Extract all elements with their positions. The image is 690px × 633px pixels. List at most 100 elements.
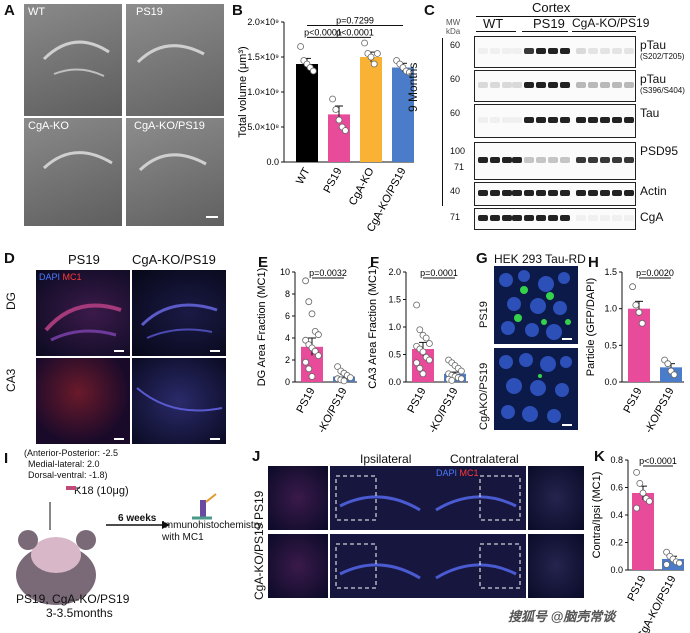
data-point <box>670 371 678 379</box>
y-tick-label: 2.0 <box>388 267 401 277</box>
blot-mw-marker: 40 <box>450 186 461 196</box>
blot-band <box>490 157 500 163</box>
data-point <box>426 340 433 347</box>
blot-band <box>612 82 622 88</box>
blot-band <box>536 190 546 196</box>
y-axis-label: CA3 Area Fraction (MC1) <box>367 265 379 388</box>
y-tick-label: 8 <box>285 289 290 299</box>
blot-band <box>536 215 546 221</box>
j-section-cga-ko-ps19 <box>330 534 526 598</box>
blot-band <box>588 48 598 54</box>
data-point <box>458 367 465 375</box>
blot-band <box>512 48 522 54</box>
blot-band <box>512 190 522 196</box>
panel-label-h: H <box>588 254 599 271</box>
blot-band <box>612 48 622 54</box>
blot-protein-sublabel: (S396/S404) <box>640 86 685 95</box>
blot-band <box>624 48 634 54</box>
assay-label: Immunohistochemistry with MC1 <box>162 520 263 543</box>
blot-band <box>600 82 610 88</box>
panel-label-k: K <box>594 448 605 465</box>
region-line <box>476 16 636 17</box>
data-point <box>340 377 348 385</box>
panel-label-c: C <box>424 2 435 19</box>
data-point <box>370 60 378 68</box>
panel-g-title: HEK 293 Tau-RD <box>494 252 586 266</box>
blot-band <box>512 157 522 163</box>
blot-mw-marker: 100 <box>450 146 466 156</box>
y-tick-label: 5.0×10⁸ <box>247 122 279 132</box>
chart-b-total-volume: 0.0 5.0×10⁸ 1.0×10⁹ 1.5×10⁹ 2.0×10⁹ Total vol… <box>237 16 414 234</box>
x-category-label: PS19 <box>405 386 428 415</box>
j-zoom-contra-cga-ko-ps19 <box>528 534 584 598</box>
y-tick-label: 1.5 <box>604 267 617 277</box>
p-value-label: p<0.0001 <box>336 27 374 37</box>
data-point <box>329 95 336 103</box>
mw-kda-label: MW kDa <box>446 18 461 36</box>
panel-label-i: I <box>4 450 9 467</box>
panel-d-row-dg: DG <box>4 292 18 310</box>
panel-label-g: G <box>476 250 488 267</box>
blot-band <box>524 157 534 163</box>
y-tick-label: 0.0 <box>604 377 617 387</box>
blot-band <box>502 157 512 163</box>
data-point <box>639 489 647 497</box>
y-tick-label: 0.2 <box>610 538 623 548</box>
x-category-label: PS19 <box>294 386 317 415</box>
data-point <box>315 352 322 359</box>
j-zoom-contra-ps19 <box>528 466 584 530</box>
y-axis-label: DG Area Fraction (MC1) <box>256 268 268 387</box>
blot-band <box>490 117 500 123</box>
blot-band <box>502 82 512 88</box>
bar <box>296 64 318 162</box>
blot-mw-marker: 60 <box>450 108 461 118</box>
data-point <box>302 358 309 366</box>
hek-image-ps19 <box>494 266 578 344</box>
wait-label: 6 weeks <box>118 513 157 524</box>
panel-j-row-cga-ko-ps19: CgA-KO/PS19 <box>252 522 266 600</box>
blot-band <box>490 48 500 54</box>
y-axis-label: Particle (GFP/DAPI) <box>585 278 597 376</box>
data-point <box>426 356 433 364</box>
blot-group-ps19: PS19 <box>533 16 565 31</box>
blot-band <box>502 190 512 196</box>
blot-band <box>502 117 512 123</box>
blot-protein-label: pTau <box>640 72 667 86</box>
y-axis-label: Contra/Ipsi (MC1) <box>591 472 603 559</box>
panel-d-col-ps19: PS19 <box>68 252 100 267</box>
data-point <box>646 497 653 505</box>
chart-f-ca3-area: 0.0 0.5 1.0 1.5 2.0 CA3 Area Fraction (MC1) PS… <box>367 265 468 432</box>
age-label: 9 Months <box>406 62 420 112</box>
data-point <box>638 319 646 327</box>
blot-band <box>576 157 586 163</box>
blot-band <box>478 190 488 196</box>
blot-band <box>576 190 586 196</box>
blot-mw-marker: 60 <box>450 74 461 84</box>
data-point <box>635 308 643 316</box>
blot-band <box>548 117 558 123</box>
y-tick-label: 4 <box>285 333 290 343</box>
data-point <box>297 43 304 50</box>
y-tick-label: 1.5×10⁹ <box>247 52 279 62</box>
ca3-image-ps19 <box>36 358 130 444</box>
blot-band <box>624 82 634 88</box>
genotype-label-ps19: PS19 <box>136 6 163 18</box>
data-point <box>342 127 349 134</box>
blot-band <box>502 215 512 221</box>
mouse-illustration <box>16 486 217 605</box>
data-point <box>305 365 313 373</box>
blot-protein-label: Tau <box>640 106 660 120</box>
data-point <box>664 360 672 368</box>
x-category-label: WT <box>294 166 313 187</box>
x-category-label: CgA-KO <box>347 165 377 207</box>
data-point <box>632 301 640 309</box>
blot-band <box>576 117 586 123</box>
p-value-label: p=0.0001 <box>420 268 458 278</box>
scale-bar <box>206 216 218 218</box>
blot-band <box>624 157 634 163</box>
data-point <box>405 69 413 76</box>
data-point <box>419 348 427 356</box>
blot-protein-sublabel: (S202/T205) <box>640 52 685 61</box>
